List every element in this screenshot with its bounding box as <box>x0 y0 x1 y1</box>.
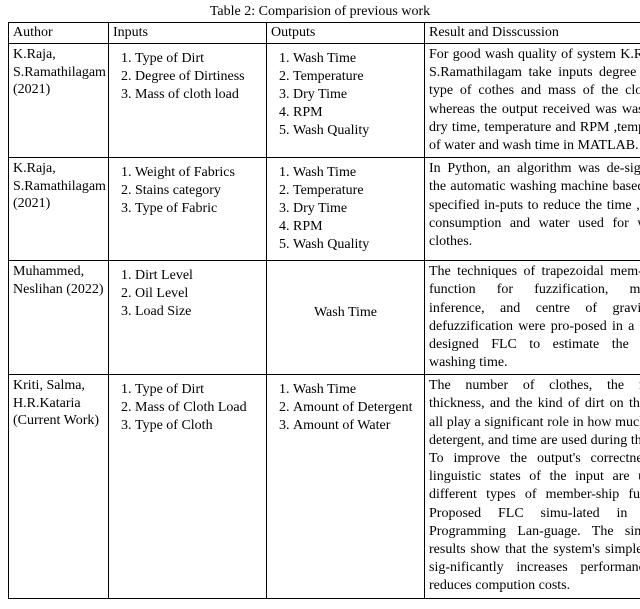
author-cell: K.Raja, S.Ramathilagam (2021) <box>9 44 109 158</box>
list-item: Type of Fabric <box>135 200 262 218</box>
inputs-cell: Type of DirtDegree of DirtinessMass of c… <box>109 44 267 158</box>
list-item: Dry Time <box>293 86 420 104</box>
list-item: Degree of Dirtiness <box>135 68 262 86</box>
outputs-list: Wash TimeTemperatureDry TimeRPMWash Qual… <box>271 164 420 254</box>
result-cell: For good wash quality of system K.Raja a… <box>425 44 640 158</box>
inputs-cell: Dirt LevelOil LevelLoad Size <box>109 261 267 375</box>
list-item: Wash Time <box>293 381 420 399</box>
list-item: Oil Level <box>135 285 262 303</box>
inputs-list: Type of DirtDegree of DirtinessMass of c… <box>113 50 262 104</box>
table-row: Muhammed, Neslihan (2022)Dirt LevelOil L… <box>9 261 640 375</box>
outputs-list: Wash TimeTemperatureDry TimeRPMWash Qual… <box>271 50 420 140</box>
result-cell: The number of clothes, the fab-ric's thi… <box>425 375 640 598</box>
table-row: Kriti, Salma, H.R.Kataria (Current Work)… <box>9 375 640 598</box>
author-cell: Kriti, Salma, H.R.Kataria (Current Work) <box>9 375 109 598</box>
header-outputs: Outputs <box>267 23 425 44</box>
comparison-table: Author Inputs Outputs Result and Disscus… <box>8 22 640 599</box>
list-item: Type of Cloth <box>135 417 262 435</box>
header-inputs: Inputs <box>109 23 267 44</box>
list-item: Dirt Level <box>135 267 262 285</box>
outputs-cell: Wash TimeAmount of DetergentAmount of Wa… <box>267 375 425 598</box>
table-row: K.Raja, S.Ramathilagam (2021)Type of Dir… <box>9 44 640 158</box>
list-item: Wash Time <box>293 50 420 68</box>
list-item: Temperature <box>293 68 420 86</box>
list-item: RPM <box>293 218 420 236</box>
list-item: Dry Time <box>293 200 420 218</box>
list-item: Type of Dirt <box>135 50 262 68</box>
list-item: Temperature <box>293 182 420 200</box>
list-item: Weight of Fabrics <box>135 164 262 182</box>
list-item: Mass of cloth load <box>135 86 262 104</box>
header-result: Result and Disscussion <box>425 23 640 44</box>
list-item: Amount of Detergent <box>293 399 420 417</box>
outputs-single: Wash Time <box>271 263 420 363</box>
list-item: RPM <box>293 104 420 122</box>
list-item: Type of Dirt <box>135 381 262 399</box>
inputs-list: Type of DirtMass of Cloth LoadType of Cl… <box>113 381 262 435</box>
table-header-row: Author Inputs Outputs Result and Disscus… <box>9 23 640 44</box>
list-item: Stains category <box>135 182 262 200</box>
list-item: Wash Quality <box>293 236 420 254</box>
list-item: Mass of Cloth Load <box>135 399 262 417</box>
list-item: Wash Time <box>293 164 420 182</box>
list-item: Wash Quality <box>293 122 420 140</box>
table-container: Table 2: Comparision of previous work Au… <box>0 0 640 599</box>
inputs-list: Dirt LevelOil LevelLoad Size <box>113 267 262 321</box>
table-row: K.Raja, S.Ramathilagam (2021)Weight of F… <box>9 158 640 261</box>
outputs-cell: Wash TimeTemperatureDry TimeRPMWash Qual… <box>267 158 425 261</box>
inputs-cell: Weight of FabricsStains categoryType of … <box>109 158 267 261</box>
inputs-cell: Type of DirtMass of Cloth LoadType of Cl… <box>109 375 267 598</box>
header-author: Author <box>9 23 109 44</box>
result-cell: The techniques of trapezoidal mem-bershi… <box>425 261 640 375</box>
outputs-cell: Wash TimeTemperatureDry TimeRPMWash Qual… <box>267 44 425 158</box>
list-item: Amount of Water <box>293 417 420 435</box>
table-caption: Table 2: Comparision of previous work <box>0 0 640 22</box>
list-item: Load Size <box>135 303 262 321</box>
result-cell: In Python, an algorithm was de-signed fo… <box>425 158 640 261</box>
inputs-list: Weight of FabricsStains categoryType of … <box>113 164 262 218</box>
author-cell: K.Raja, S.Ramathilagam (2021) <box>9 158 109 261</box>
outputs-cell: Wash Time <box>267 261 425 375</box>
outputs-list: Wash TimeAmount of DetergentAmount of Wa… <box>271 381 420 435</box>
author-cell: Muhammed, Neslihan (2022) <box>9 261 109 375</box>
